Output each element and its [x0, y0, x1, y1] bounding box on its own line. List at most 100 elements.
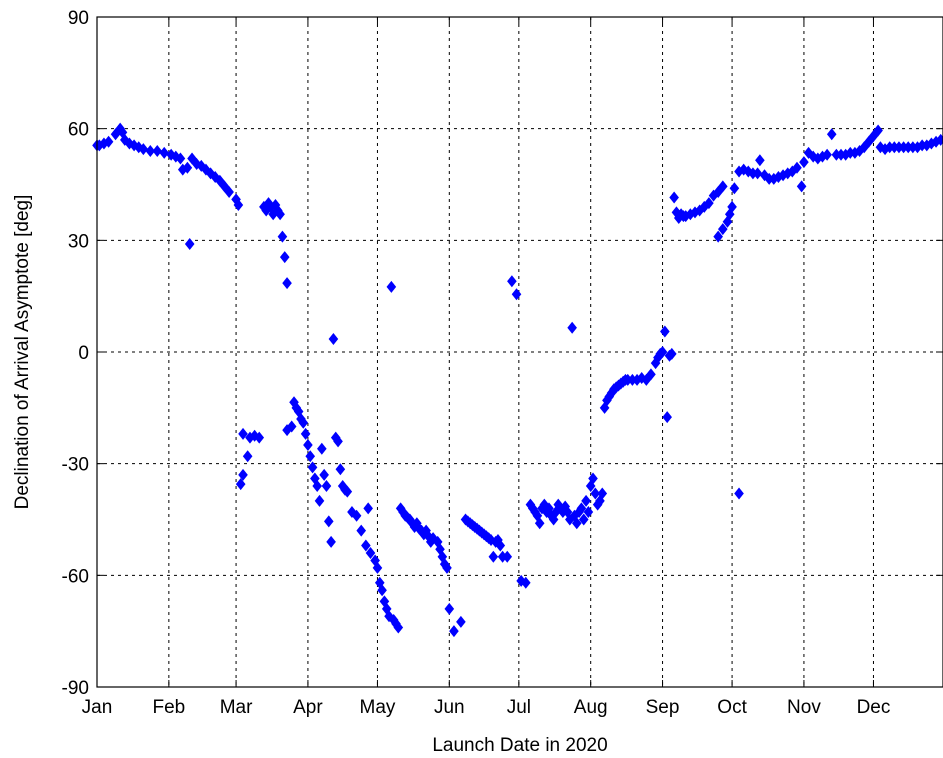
data-point — [191, 158, 202, 171]
x-tick-label: Mar — [220, 697, 253, 718]
data-point — [822, 148, 832, 161]
data-point — [233, 198, 244, 211]
data-point — [708, 189, 719, 202]
data-point — [574, 506, 584, 519]
data-point — [713, 185, 723, 198]
data-point — [694, 204, 705, 217]
y-axis-ticks: -90 -60 -30 0 30 60 90 — [62, 8, 943, 699]
data-point — [361, 539, 371, 552]
data-point — [581, 494, 591, 507]
data-point — [347, 506, 357, 519]
y-tick-label: 60 — [68, 120, 89, 141]
data-point — [555, 502, 566, 515]
data-point — [880, 143, 890, 156]
data-point — [319, 468, 329, 481]
data-point — [588, 472, 598, 485]
data-point — [152, 145, 163, 157]
x-tick-label: Jul — [507, 697, 531, 718]
data-point — [120, 133, 130, 146]
data-point — [685, 208, 696, 221]
data-point — [729, 182, 740, 195]
data-point — [799, 156, 809, 169]
data-point — [646, 368, 656, 381]
data-point — [159, 146, 170, 159]
data-point — [632, 373, 642, 386]
y-tick-label: -90 — [62, 678, 89, 699]
x-tick-label: Jan — [82, 697, 113, 718]
data-point — [537, 502, 547, 515]
data-point — [718, 223, 728, 236]
data-point — [660, 325, 670, 338]
data-point — [317, 442, 327, 455]
data-point — [534, 517, 545, 530]
data-point — [520, 576, 531, 589]
data-point — [300, 427, 311, 440]
data-point — [145, 145, 156, 157]
data-point — [657, 346, 668, 358]
data-point — [590, 487, 601, 500]
data-point — [328, 332, 339, 345]
data-point — [298, 416, 309, 429]
grid — [97, 17, 943, 687]
data-point — [238, 427, 248, 440]
data-point — [314, 494, 325, 507]
data-point — [242, 450, 253, 463]
data-point — [393, 621, 404, 634]
data-point — [456, 615, 466, 628]
data-point — [305, 450, 316, 463]
data-point — [224, 185, 234, 198]
y-tick-label: -60 — [62, 566, 89, 587]
data-point — [571, 517, 582, 530]
data-point — [351, 509, 362, 522]
x-tick-label: Oct — [717, 697, 747, 718]
data-point — [175, 152, 186, 165]
data-point — [551, 506, 561, 519]
data-point — [699, 200, 710, 213]
data-point — [662, 411, 672, 424]
data-point — [384, 610, 394, 623]
data-point — [935, 133, 943, 146]
data-point — [713, 230, 723, 243]
data-point — [124, 137, 135, 150]
data-point — [567, 321, 577, 334]
data-point — [282, 277, 292, 290]
data-point — [875, 141, 886, 154]
data-point — [342, 485, 353, 498]
x-tick-label: Nov — [787, 697, 821, 718]
data-point — [103, 135, 114, 148]
data-point — [546, 509, 557, 522]
data-point — [734, 487, 744, 500]
data-point — [421, 524, 431, 537]
data-point — [310, 472, 320, 485]
data-point — [704, 197, 714, 210]
data-point — [388, 614, 399, 626]
data-point — [560, 500, 570, 513]
data-point — [578, 513, 589, 526]
data-point — [184, 238, 195, 251]
data-point — [873, 124, 883, 137]
x-tick-label: Sep — [646, 697, 680, 718]
data-point — [272, 204, 283, 217]
data-point — [307, 461, 318, 474]
x-axis-ticks: Jan Feb Mar Apr May Jun Jul Aug Sep Oct Nov Dec — [82, 17, 891, 718]
data-point — [650, 357, 661, 370]
data-point — [669, 191, 679, 204]
data-point — [235, 478, 246, 491]
data-point — [365, 547, 376, 559]
x-tick-label: Dec — [857, 697, 891, 718]
data-point — [201, 163, 211, 176]
data-point — [363, 502, 373, 515]
data-point — [326, 535, 336, 548]
data-point — [722, 215, 733, 228]
data-point — [254, 431, 265, 444]
data-point — [321, 480, 332, 492]
data-point — [507, 275, 517, 288]
data-point — [182, 161, 193, 174]
data-point — [718, 180, 728, 193]
data-point — [395, 502, 406, 515]
y-tick-label: 0 — [78, 343, 89, 364]
data-point — [727, 200, 737, 213]
data-point — [752, 167, 763, 180]
data-point — [277, 230, 288, 243]
data-point — [423, 530, 434, 543]
